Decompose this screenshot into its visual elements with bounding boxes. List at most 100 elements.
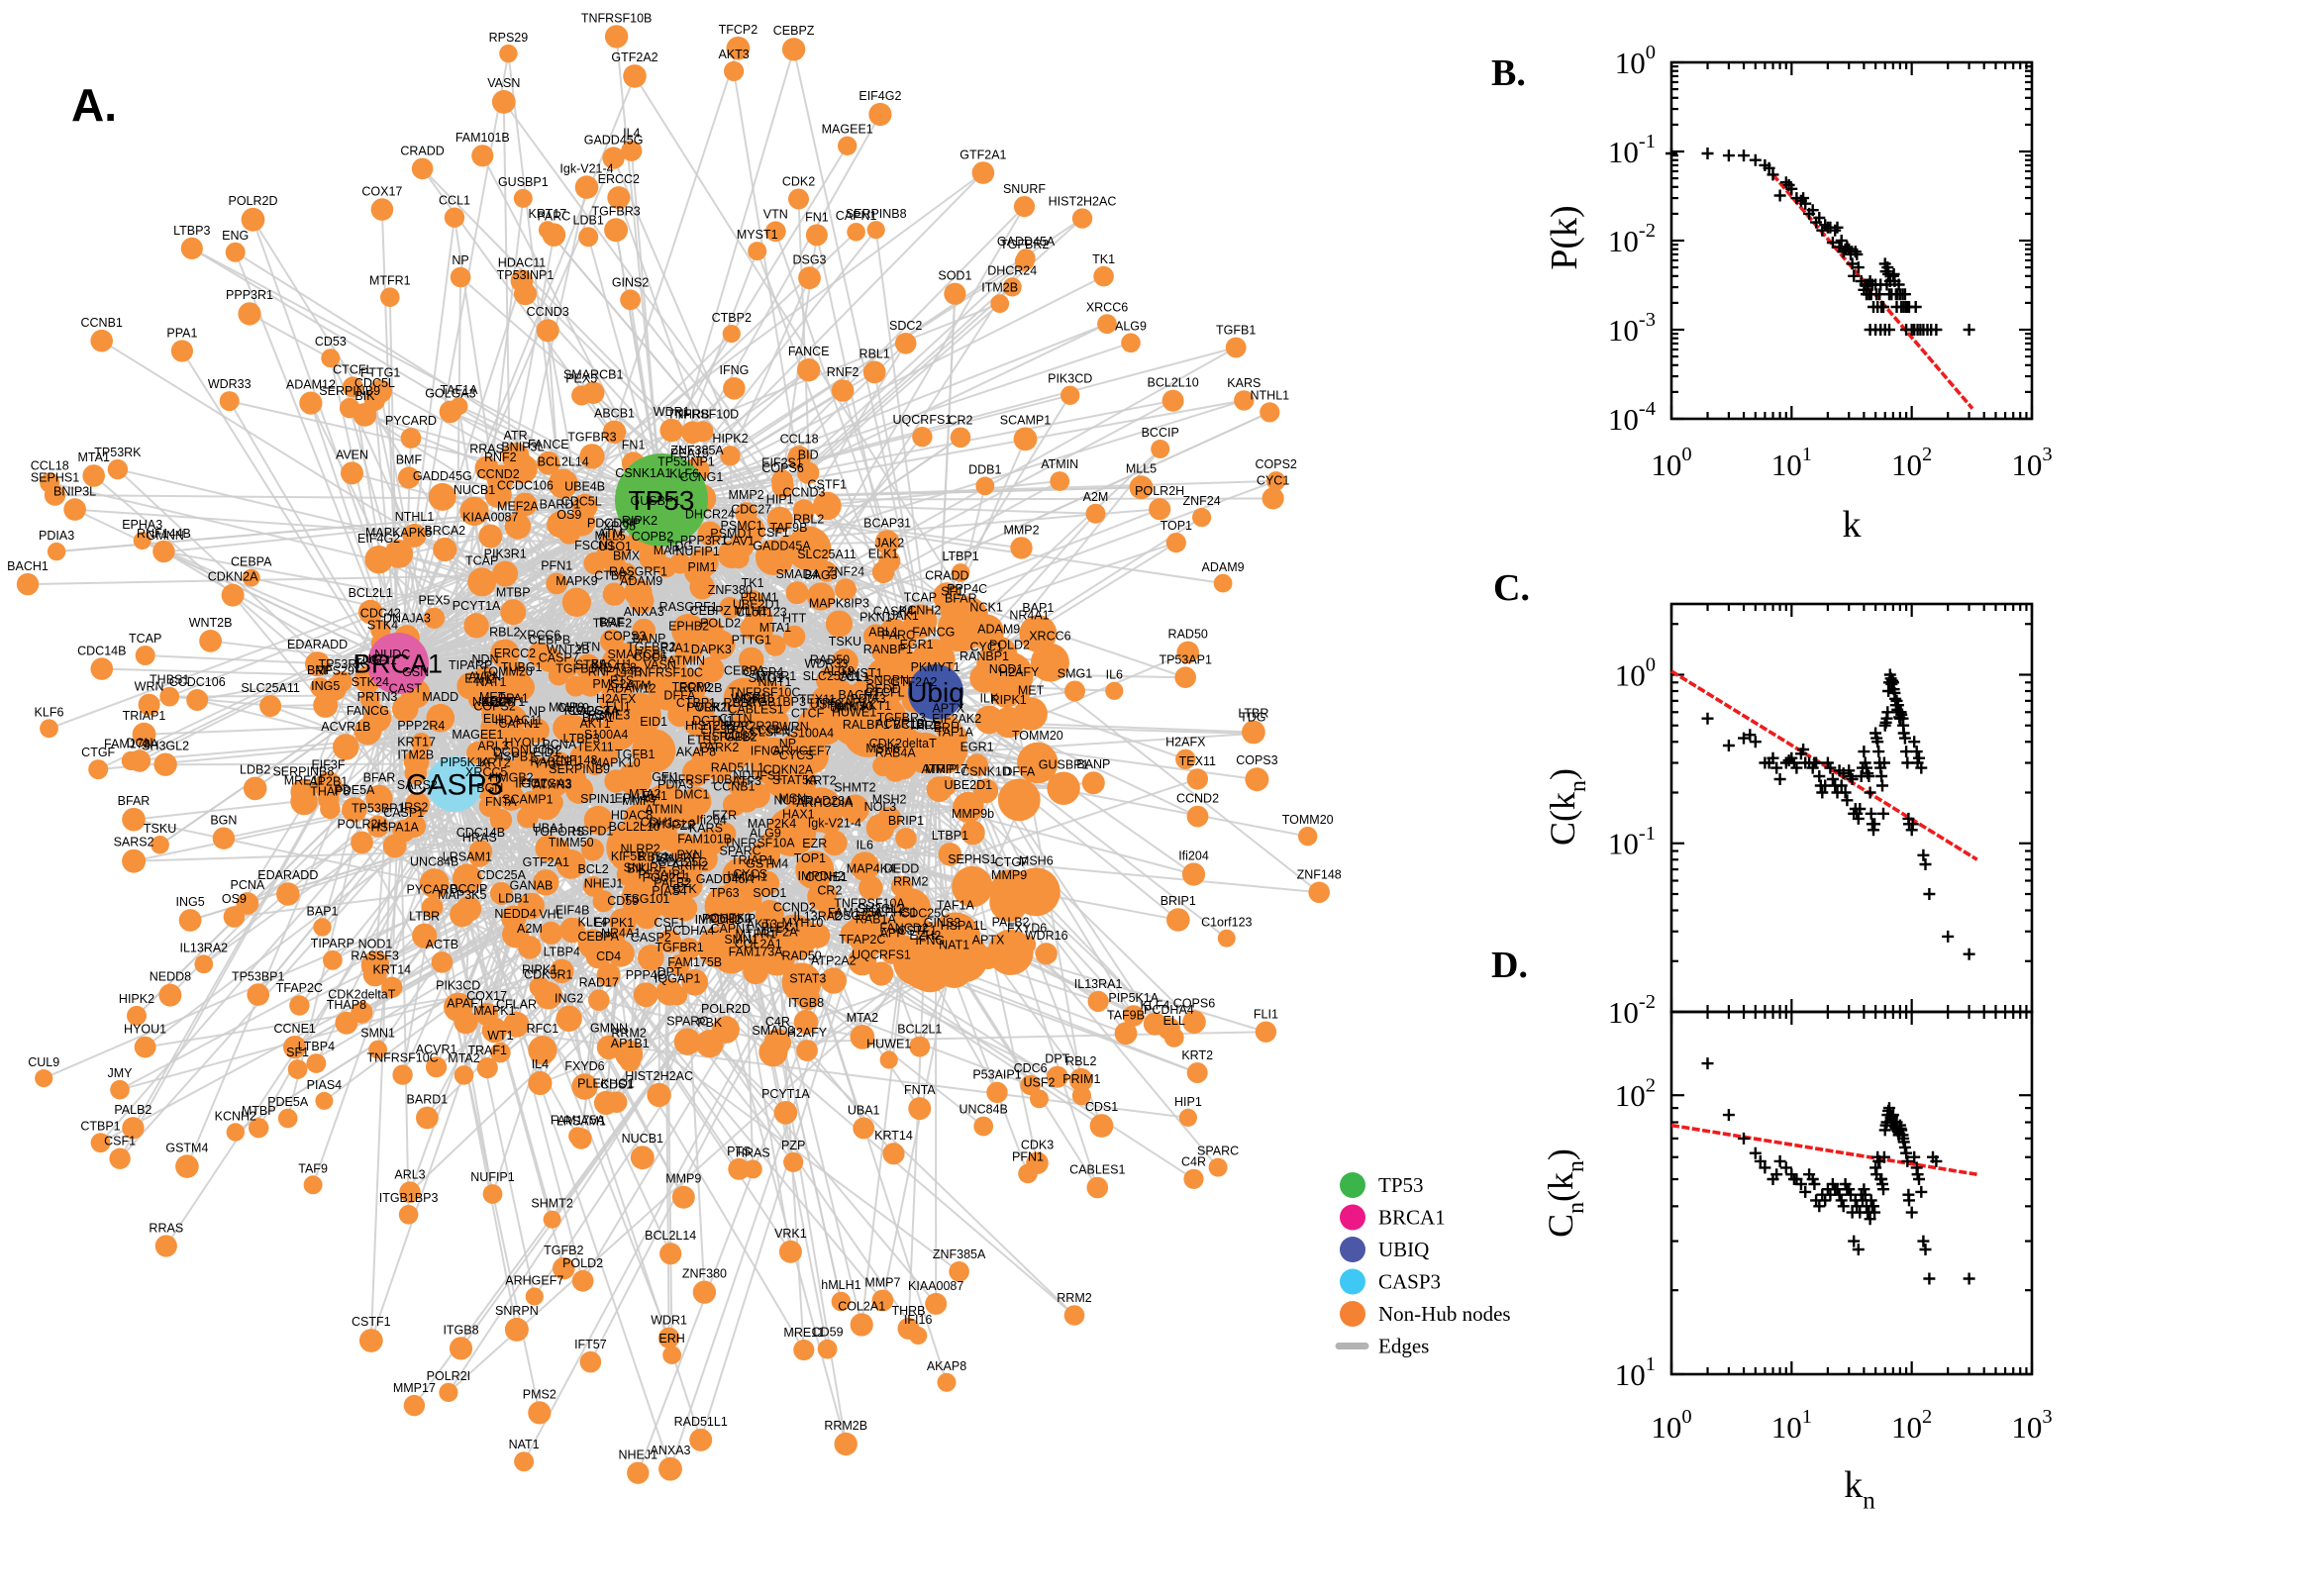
gene-label: EGR1 — [900, 638, 934, 651]
network-node — [1225, 337, 1247, 358]
network-node — [90, 657, 114, 680]
gene-label: ITGB8 — [443, 1323, 478, 1337]
gene-label: EZH2 — [909, 929, 941, 943]
network-node — [668, 953, 690, 976]
network-node — [599, 691, 620, 712]
gene-label: IMPDH2 — [797, 869, 844, 883]
gene-label: CSNK1A1 — [615, 466, 671, 480]
network-node — [299, 391, 323, 415]
network-node — [1086, 1176, 1109, 1199]
gene-label: NHEJ1 — [584, 876, 624, 890]
gene-label: WNT2B — [189, 616, 233, 630]
gene-label: PDE5A — [334, 783, 375, 797]
gene-label: NHEJ1 — [619, 1448, 658, 1462]
gene-label: MRE11 — [284, 774, 325, 788]
network-node — [212, 827, 236, 849]
gene-label: EDARADD — [287, 638, 348, 651]
gene-label: LRSAM1 — [556, 1114, 606, 1128]
gene-label: RRAS — [469, 443, 504, 456]
gene-label: TNFRSF10B — [661, 773, 733, 787]
gene-label: CDH1 — [641, 815, 674, 829]
network-node — [890, 875, 913, 898]
gene-label: UBA1 — [533, 821, 565, 835]
network-node — [342, 797, 367, 823]
gene-label: APTX — [972, 933, 1005, 947]
network-node — [463, 613, 489, 639]
gene-label: DFFA — [663, 689, 696, 703]
gene-label: ERH — [658, 1332, 684, 1346]
network-node — [1016, 249, 1036, 268]
gene-label: ERH — [934, 721, 960, 735]
network-node — [397, 466, 420, 489]
gene-label: GTF2A2 — [890, 675, 937, 689]
network-node — [647, 1082, 671, 1108]
network-node — [134, 1036, 156, 1058]
gene-label: GADD45G — [413, 469, 472, 483]
gene-label: BCL2L10 — [609, 820, 660, 834]
gene-label: PCDHA4 — [1144, 1003, 1194, 1017]
network-node — [364, 546, 393, 574]
gene-label: CCNE1 — [274, 1022, 316, 1036]
gene-label: VHL — [539, 908, 562, 922]
gene-label: ACVR1 — [416, 1043, 457, 1056]
network-node — [223, 906, 246, 928]
network-node — [936, 776, 957, 796]
gene-label: KRT2 — [1181, 1048, 1213, 1062]
gene-label: STK4 — [367, 618, 398, 632]
network-node — [831, 379, 855, 402]
gene-label: PDE5A — [267, 1095, 309, 1109]
gene-label: ITGB8 — [788, 996, 824, 1010]
gene-label: AVEN — [468, 670, 501, 684]
gene-label: CUL9 — [28, 1055, 59, 1069]
network-node — [720, 446, 741, 466]
network-node — [467, 685, 493, 711]
network-node — [1013, 196, 1036, 218]
gene-label: CDC14B — [77, 644, 126, 657]
gene-label: COPS3 — [567, 704, 609, 718]
gene-label: PRIM1 — [1062, 1072, 1100, 1086]
svg-text:100: 100 — [1651, 1406, 1691, 1445]
network-node — [871, 560, 895, 584]
gene-label: MAF — [654, 544, 680, 557]
gene-label: CDC5L — [354, 376, 395, 390]
network-node — [825, 610, 854, 638]
gene-label: NUCB1 — [622, 1132, 663, 1146]
gene-label: IFT57 — [515, 777, 548, 791]
network-node — [604, 553, 626, 575]
network-node — [351, 831, 373, 854]
network-node — [679, 801, 704, 826]
svg-text:10-1: 10-1 — [1608, 823, 1656, 861]
network-node — [517, 806, 539, 829]
gene-label: DCN — [651, 851, 677, 865]
gene-label: TP53BP1 — [232, 969, 285, 983]
gene-label: WRN — [779, 720, 809, 734]
gene-label: NEDD4 — [494, 907, 536, 921]
gene-label: EZH2 — [464, 672, 496, 686]
legend-swatch-ubiq — [1340, 1237, 1365, 1262]
gene-label: PTTG1 — [732, 634, 771, 648]
network-node — [1217, 929, 1236, 948]
network-node — [1010, 537, 1033, 559]
network-node — [971, 161, 995, 184]
gene-label: LTBP3 — [563, 732, 600, 746]
gene-label: FSCN1 — [574, 539, 615, 552]
gene-label: TP53BP1 — [352, 802, 405, 816]
gene-label: APP — [880, 927, 905, 941]
network-node — [453, 863, 482, 893]
gene-label: COPS3 — [604, 630, 646, 644]
gene-label: OS9 — [556, 508, 581, 522]
gene-label: GINS2 — [612, 275, 650, 289]
gene-label: RAD50 — [781, 948, 821, 962]
gene-label: CCNE1 — [805, 870, 847, 884]
gene-label: PIAS4 — [652, 884, 686, 898]
gene-label: XPO5 — [603, 520, 636, 534]
gene-label: TGFBR3 — [591, 204, 640, 218]
gene-label: DCTN1 — [692, 714, 734, 728]
network-node — [341, 461, 363, 485]
gene-label: SEPHS1 — [868, 906, 917, 920]
gene-label: HMGB2 — [489, 770, 534, 784]
gene-label: PEX5 — [419, 594, 451, 608]
network-node — [1165, 533, 1186, 553]
network-node — [403, 1394, 426, 1417]
gene-label: DPT — [657, 965, 682, 979]
